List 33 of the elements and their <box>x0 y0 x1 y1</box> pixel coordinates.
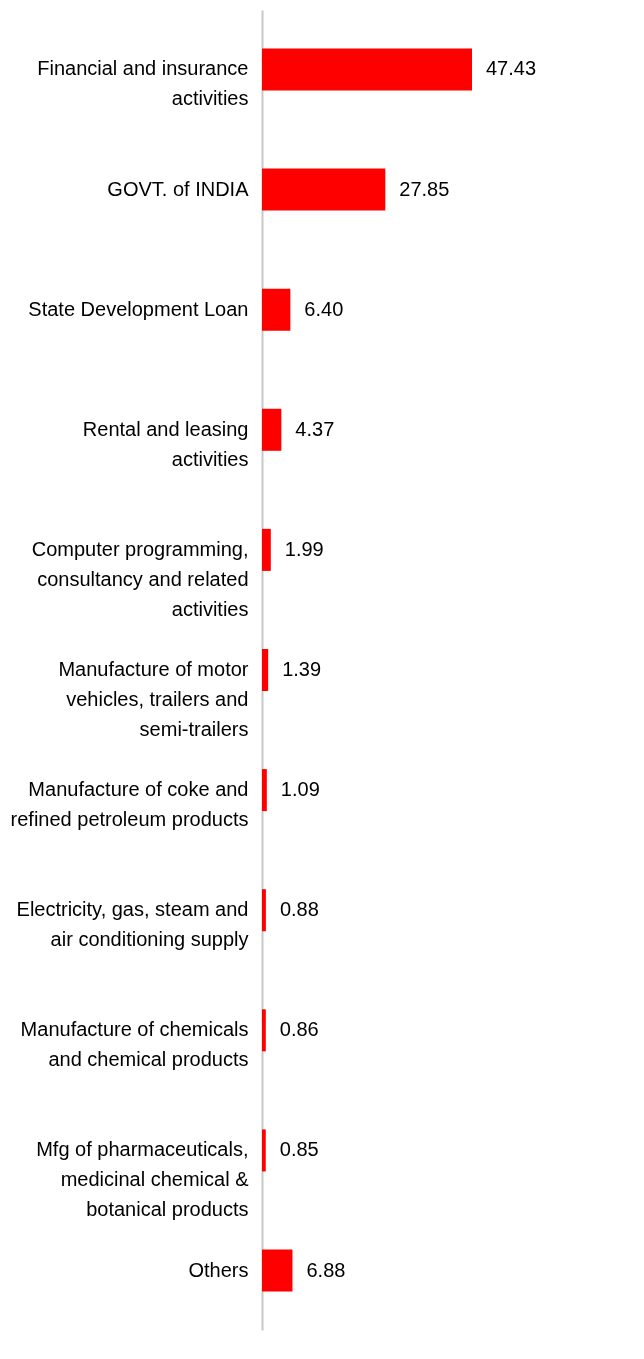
bar <box>262 1129 266 1172</box>
bar <box>262 1249 293 1292</box>
data-label: 47.43 <box>486 57 537 80</box>
data-label: 0.85 <box>279 1138 319 1161</box>
data-label: 0.88 <box>279 898 319 921</box>
bar <box>262 48 472 91</box>
y-tick-label: Electricity, gas, steam and air conditioning supply <box>16 898 249 951</box>
bar <box>262 889 266 932</box>
y-tick-label: Manufacture of chemicals and chemical products <box>20 1018 249 1071</box>
y-tick-label: Manufacture of coke and refined petroleum products <box>10 778 249 831</box>
y-tick-label: Computer programming, consultancy and related activities <box>31 537 249 620</box>
y-tick-label: State Development Loan <box>28 297 249 320</box>
data-label: 1.99 <box>284 537 324 560</box>
y-tick-label: Mfg of pharmaceuticals, medicinal chemical & botanical products <box>36 1138 250 1221</box>
bar <box>262 528 271 571</box>
bar <box>262 1009 266 1052</box>
y-tick-label: Others <box>188 1258 249 1281</box>
bar <box>262 288 291 331</box>
data-label: 0.86 <box>279 1018 319 1041</box>
y-tick-label: Rental and leasing activities <box>82 417 249 470</box>
data-label: 27.85 <box>399 177 450 200</box>
y-tick-label: GOVT. of INDIA <box>107 177 250 200</box>
bar <box>262 168 386 211</box>
data-label: 4.37 <box>295 417 335 440</box>
data-label: 1.39 <box>282 658 322 680</box>
data-label: 6.88 <box>306 1258 346 1281</box>
bar <box>262 769 267 812</box>
bar <box>262 408 282 451</box>
data-label: 6.40 <box>304 297 344 320</box>
y-tick-label: Financial and insurance activities <box>37 57 249 110</box>
y-tick-label: Manufacture of motor vehicles, trailers and semi-trailers <box>58 658 249 740</box>
bar <box>262 648 269 692</box>
data-label: 1.09 <box>280 778 320 801</box>
